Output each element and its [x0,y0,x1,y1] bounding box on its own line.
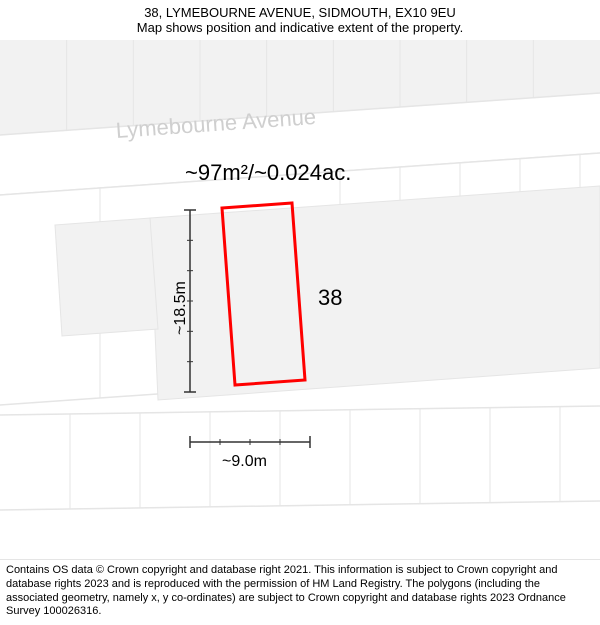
dimension-width-label: ~9.0m [222,453,267,471]
house-number-label: 38 [318,285,342,311]
header-subtitle: Map shows position and indicative extent… [0,20,600,35]
header: 38, LYMEBOURNE AVENUE, SIDMOUTH, EX10 9E… [0,0,600,37]
copyright-footer: Contains OS data © Crown copyright and d… [0,559,600,625]
area-size-label: ~97m²/~0.024ac. [185,160,351,186]
map-area: Lymebourne Avenue ~97m²/~0.024ac. 38 ~18… [0,40,600,550]
dimension-height-label: ~18.5m [172,281,190,335]
header-title: 38, LYMEBOURNE AVENUE, SIDMOUTH, EX10 9E… [0,5,600,20]
